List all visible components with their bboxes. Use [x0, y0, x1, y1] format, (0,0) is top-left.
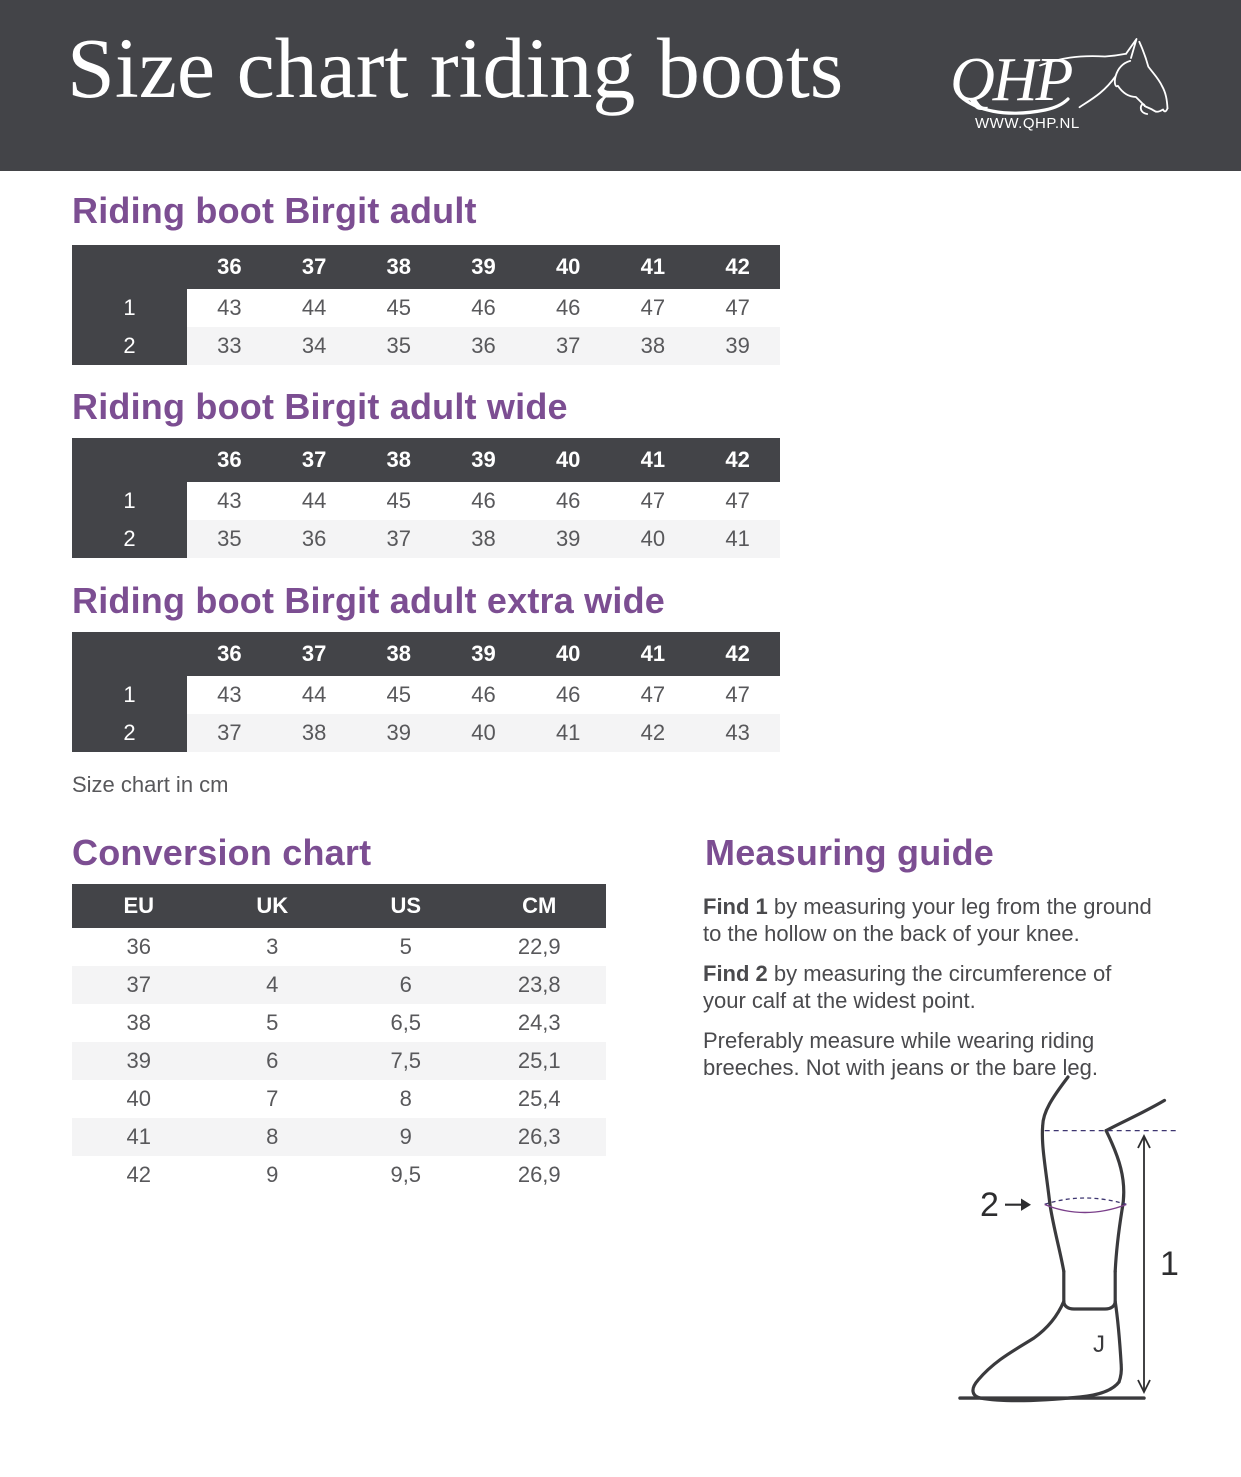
svg-text:J: J: [1093, 1331, 1105, 1358]
svg-text:WWW.QHP.NL: WWW.QHP.NL: [975, 115, 1080, 132]
svg-text:1: 1: [1160, 1245, 1179, 1283]
svg-text:2: 2: [980, 1186, 999, 1224]
